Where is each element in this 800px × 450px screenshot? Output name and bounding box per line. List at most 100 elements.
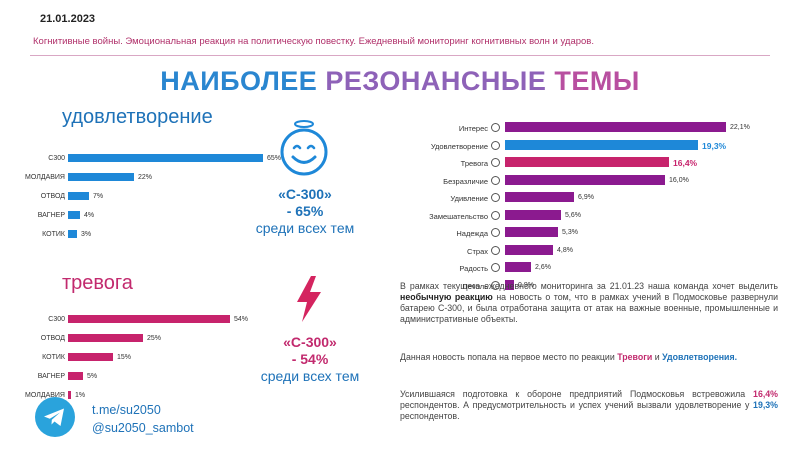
category-label: Интерес: [458, 124, 488, 133]
chart-row: Удивление 6,9%: [400, 190, 780, 208]
anxiety-callout: «С-300» - 54% среди всех тем: [240, 334, 380, 385]
category-label: С300: [48, 155, 65, 162]
bar: [68, 353, 113, 361]
bar: [505, 122, 726, 132]
chart-row: Страх 4,8%: [400, 243, 780, 261]
text-segment: на новость о том, что в рамках учений в …: [400, 292, 779, 324]
telegram-icon[interactable]: [35, 397, 75, 437]
text-segment: В рамках текущего ежедневного мониторинг…: [400, 281, 778, 291]
analysis-paragraph-2: Данная новость попала на первое место по…: [400, 352, 778, 363]
value-label: 54%: [234, 316, 249, 323]
surprised-face-icon: [491, 193, 500, 202]
category-label: Радость: [459, 264, 488, 273]
bar: [68, 192, 89, 200]
bar: [505, 209, 561, 220]
category-label: Безразличие: [443, 176, 488, 186]
category-label: Замешательство: [429, 211, 488, 221]
value-label: 5,6%: [565, 211, 581, 219]
category-label: КОТИК: [42, 354, 65, 361]
sad-face-icon: [491, 280, 500, 290]
fear-face-icon: [491, 245, 500, 255]
category-label: Удивление: [450, 194, 488, 203]
bar: [505, 262, 531, 272]
value-label: 22%: [138, 174, 153, 181]
chart-row: ОТВОД 25%: [20, 331, 280, 350]
title-word-2: РЕЗОНАНСНЫЕ: [325, 66, 547, 96]
analysis-paragraph-3: Усилившаяся подготовка к обороне предпри…: [400, 389, 778, 422]
chart-row: МОЛДАВИЯ 22%: [20, 170, 280, 189]
bar: [505, 157, 669, 167]
value-label: 16,4%: [673, 158, 698, 168]
value-label: 22,1%: [730, 124, 750, 131]
text-emphasis-anxiety: 16,4%: [753, 389, 778, 399]
value-label: 19,3%: [702, 140, 727, 151]
satisfaction-chart: С300 65% МОЛДАВИЯ 22% ОТВОД 7% ВАГНЕР 4% КОТИК 3%: [20, 151, 282, 246]
page-title: НАИБОЛЕЕ РЕЗОНАНСНЫЕ ТЕМЫ: [0, 66, 800, 97]
telegram-bot-link[interactable]: @su2050_sambot: [92, 421, 194, 435]
bar: [505, 192, 574, 202]
category-label: МОЛДАВИЯ: [25, 174, 65, 181]
value-label: 4,8%: [557, 246, 573, 254]
bar: [68, 154, 263, 162]
chart-row: С300 65%: [20, 151, 282, 170]
value-label: 5%: [87, 373, 98, 380]
text-segment: и: [652, 352, 663, 362]
value-label: 7%: [93, 193, 104, 200]
value-label: 65%: [267, 155, 282, 162]
category-label: Тревога: [460, 159, 488, 168]
value-label: 3%: [81, 231, 92, 238]
contact-links: t.me/su2050 @su2050_sambot: [92, 401, 194, 437]
callout-percent: - 54%: [291, 351, 329, 367]
value-label: 6,9%: [578, 194, 594, 201]
bar: [505, 174, 665, 185]
bar: [68, 315, 230, 323]
hope-icon: [491, 228, 500, 237]
chart-row: МОЛДАВИЯ 1%: [20, 388, 280, 407]
bar: [505, 227, 558, 237]
chart-row: ВАГНЕР 5%: [20, 369, 280, 388]
category-label: Страх: [467, 246, 488, 256]
smile-icon: [491, 140, 500, 150]
text-emphasis-satisfaction: Удовлетворения.: [662, 352, 738, 362]
lightning-bolt-icon: [297, 276, 321, 322]
callout-percent: - 65%: [286, 203, 324, 219]
bar: [68, 372, 83, 380]
text-segment: Усилившаяся подготовка к обороне предпри…: [400, 389, 754, 399]
category-label: Печаль: [462, 281, 488, 291]
report-subtitle: Когнитивные войны. Эмоциональная реакция…: [33, 36, 594, 47]
bar: [68, 211, 80, 219]
text-emphasis-anxiety: Тревоги: [617, 352, 653, 362]
category-label: Удовлетворение: [430, 141, 488, 151]
chart-row: Печаль 0,9%: [400, 278, 780, 296]
satisfaction-callout: «С-300» - 65% среди всех тем: [235, 186, 375, 237]
text-segment: респондентов. А предусмотрительность и у…: [400, 400, 754, 410]
title-word-3: ТЕМЫ: [554, 66, 640, 96]
category-label: ОТВОД: [40, 193, 65, 200]
category-label: ВАГНЕР: [37, 373, 65, 380]
callout-note: среди всех тем: [260, 368, 360, 384]
text-segment: респондентов.: [400, 411, 460, 421]
value-label: 4%: [84, 212, 95, 219]
chart-row: С300 54%: [20, 312, 280, 331]
category-label: МОЛДАВИЯ: [25, 392, 65, 399]
bar: [68, 391, 71, 399]
analysis-paragraph-1: В рамках текущего ежедневного мониторинг…: [400, 281, 778, 325]
title-word-1: НАИБОЛЕЕ: [160, 66, 318, 96]
chart-row: ОТВОД 7%: [20, 189, 280, 208]
bar: [505, 244, 553, 255]
chart-row: Безразличие 16,0%: [400, 173, 780, 191]
category-label: КОТИК: [42, 231, 65, 238]
category-label: Надежда: [456, 229, 488, 238]
anxiety-title: тревога: [62, 272, 133, 294]
category-label: ВАГНЕР: [37, 212, 65, 219]
chart-row: Надежда 5,3%: [400, 225, 780, 243]
worried-face-icon: [491, 158, 500, 167]
callout-topic: «С-300»: [283, 334, 337, 350]
bar: [68, 230, 77, 238]
value-label: 25%: [147, 335, 162, 342]
category-label: ОТВОД: [40, 335, 65, 342]
chart-row: Тревога 16,4%: [400, 155, 780, 173]
neutral-face-icon: [491, 175, 500, 185]
satisfaction-title: удовлетворение: [62, 106, 213, 128]
telegram-channel-link[interactable]: t.me/su2050: [92, 403, 161, 417]
